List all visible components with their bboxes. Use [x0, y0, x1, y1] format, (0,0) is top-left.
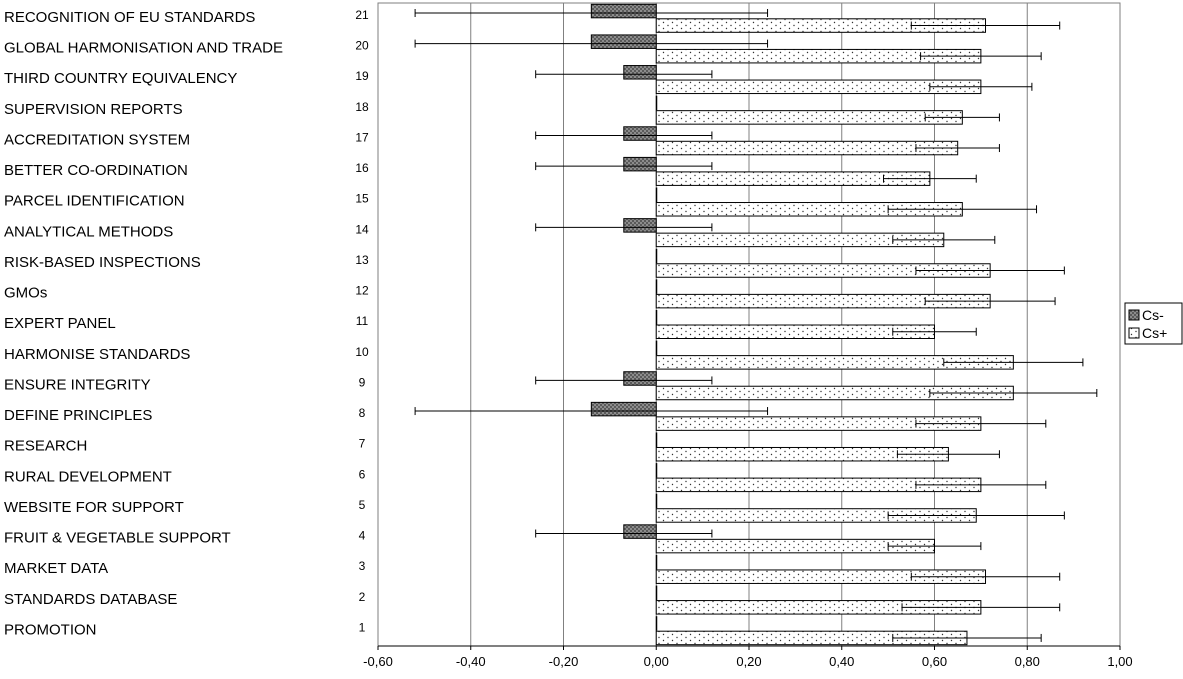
category-number: 20	[355, 39, 369, 53]
bar-cs-minus	[655, 554, 658, 570]
category-label: GLOBAL HARMONISATION AND TRADE	[4, 40, 283, 57]
bar-cs-minus	[623, 156, 657, 172]
category-number: 8	[359, 406, 366, 420]
legend-swatch	[1128, 327, 1140, 339]
category-number: 10	[355, 345, 369, 359]
category-number: 11	[356, 314, 369, 328]
x-tick-label: 0,40	[829, 654, 854, 669]
bar-cs-minus	[623, 218, 657, 233]
x-tick-label: -0,20	[549, 654, 579, 669]
bar-cs-minus	[655, 585, 658, 601]
category-label: ENSURE INTEGRITY	[4, 376, 151, 393]
category-number: 4	[359, 529, 366, 543]
x-tick-label: -0,60	[363, 654, 393, 669]
category-label: WEBSITE FOR SUPPORT	[4, 499, 184, 516]
category-number: 5	[359, 498, 366, 512]
category-number: 2	[359, 590, 366, 604]
category-number: 9	[359, 375, 366, 389]
bar-cs-minus	[623, 65, 657, 80]
category-label: RECOGNITION OF EU STANDARDS	[4, 9, 255, 26]
category-label: THIRD COUNTRY EQUIVALENCY	[4, 70, 237, 87]
bar-cs-minus	[655, 95, 658, 111]
bar-cs-minus	[655, 493, 658, 509]
legend-label: Cs+	[1142, 325, 1167, 341]
legend-label: Cs-	[1142, 307, 1164, 323]
category-number: 7	[359, 437, 366, 451]
bar-cs-minus	[655, 616, 658, 631]
category-label: RESEARCH	[4, 438, 87, 455]
category-label: ANALYTICAL METHODS	[4, 223, 173, 240]
bar-cs-minus	[655, 279, 658, 294]
category-label: GMOs	[4, 285, 47, 302]
bar-cs-minus	[655, 463, 658, 478]
category-label: EXPERT PANEL	[4, 315, 116, 332]
x-tick-label: -0,40	[456, 654, 486, 669]
x-tick-label: 0,60	[922, 654, 947, 669]
bar-cs-minus	[655, 310, 658, 325]
bar-cs-minus	[623, 371, 657, 386]
bar-cs-minus	[623, 524, 657, 539]
x-tick-label: 0,00	[644, 654, 669, 669]
category-label: RURAL DEVELOPMENT	[4, 468, 172, 485]
category-number: 19	[355, 69, 369, 83]
legend-swatch	[1128, 309, 1140, 321]
bar-cs-minus	[590, 34, 657, 49]
category-label: STANDARDS DATABASE	[4, 591, 177, 608]
bar-cs-plus	[655, 140, 959, 156]
category-label: SUPERVISION REPORTS	[4, 101, 183, 118]
category-label: RISK-BASED INSPECTIONS	[4, 254, 201, 271]
bar-cs-minus	[655, 432, 658, 447]
category-number: 17	[355, 130, 369, 144]
category-label: DEFINE PRINCIPLES	[4, 407, 152, 424]
category-number: 6	[359, 467, 366, 481]
category-number: 15	[355, 192, 369, 206]
category-number: 16	[355, 161, 369, 175]
category-label: ACCREDITATION SYSTEM	[4, 131, 190, 148]
category-number: 13	[355, 253, 369, 267]
x-tick-label: 0,20	[736, 654, 761, 669]
bar-cs-minus	[590, 401, 657, 417]
category-label: BETTER CO-ORDINATION	[4, 162, 188, 179]
bar-cs-plus	[655, 110, 963, 125]
bar-cs-minus	[655, 340, 658, 356]
category-label: PARCEL IDENTIFICATION	[4, 193, 185, 210]
bar-cs-minus	[623, 126, 657, 141]
bar-cs-minus	[590, 3, 657, 19]
x-tick-label: 1,00	[1107, 654, 1132, 669]
category-number: 21	[355, 8, 369, 22]
category-number: 3	[359, 559, 366, 573]
category-label: HARMONISE STANDARDS	[4, 346, 190, 363]
category-label: MARKET DATA	[4, 560, 108, 577]
category-label: FRUIT & VEGETABLE SUPPORT	[4, 530, 231, 547]
category-number: 18	[355, 100, 369, 114]
category-number: 14	[355, 222, 369, 236]
bar-cs-minus	[655, 248, 658, 264]
category-number: 12	[355, 284, 369, 298]
x-tick-label: 0,80	[1015, 654, 1040, 669]
bar-cs-minus	[655, 187, 658, 203]
category-number: 1	[359, 620, 366, 634]
category-label: PROMOTION	[4, 621, 97, 638]
